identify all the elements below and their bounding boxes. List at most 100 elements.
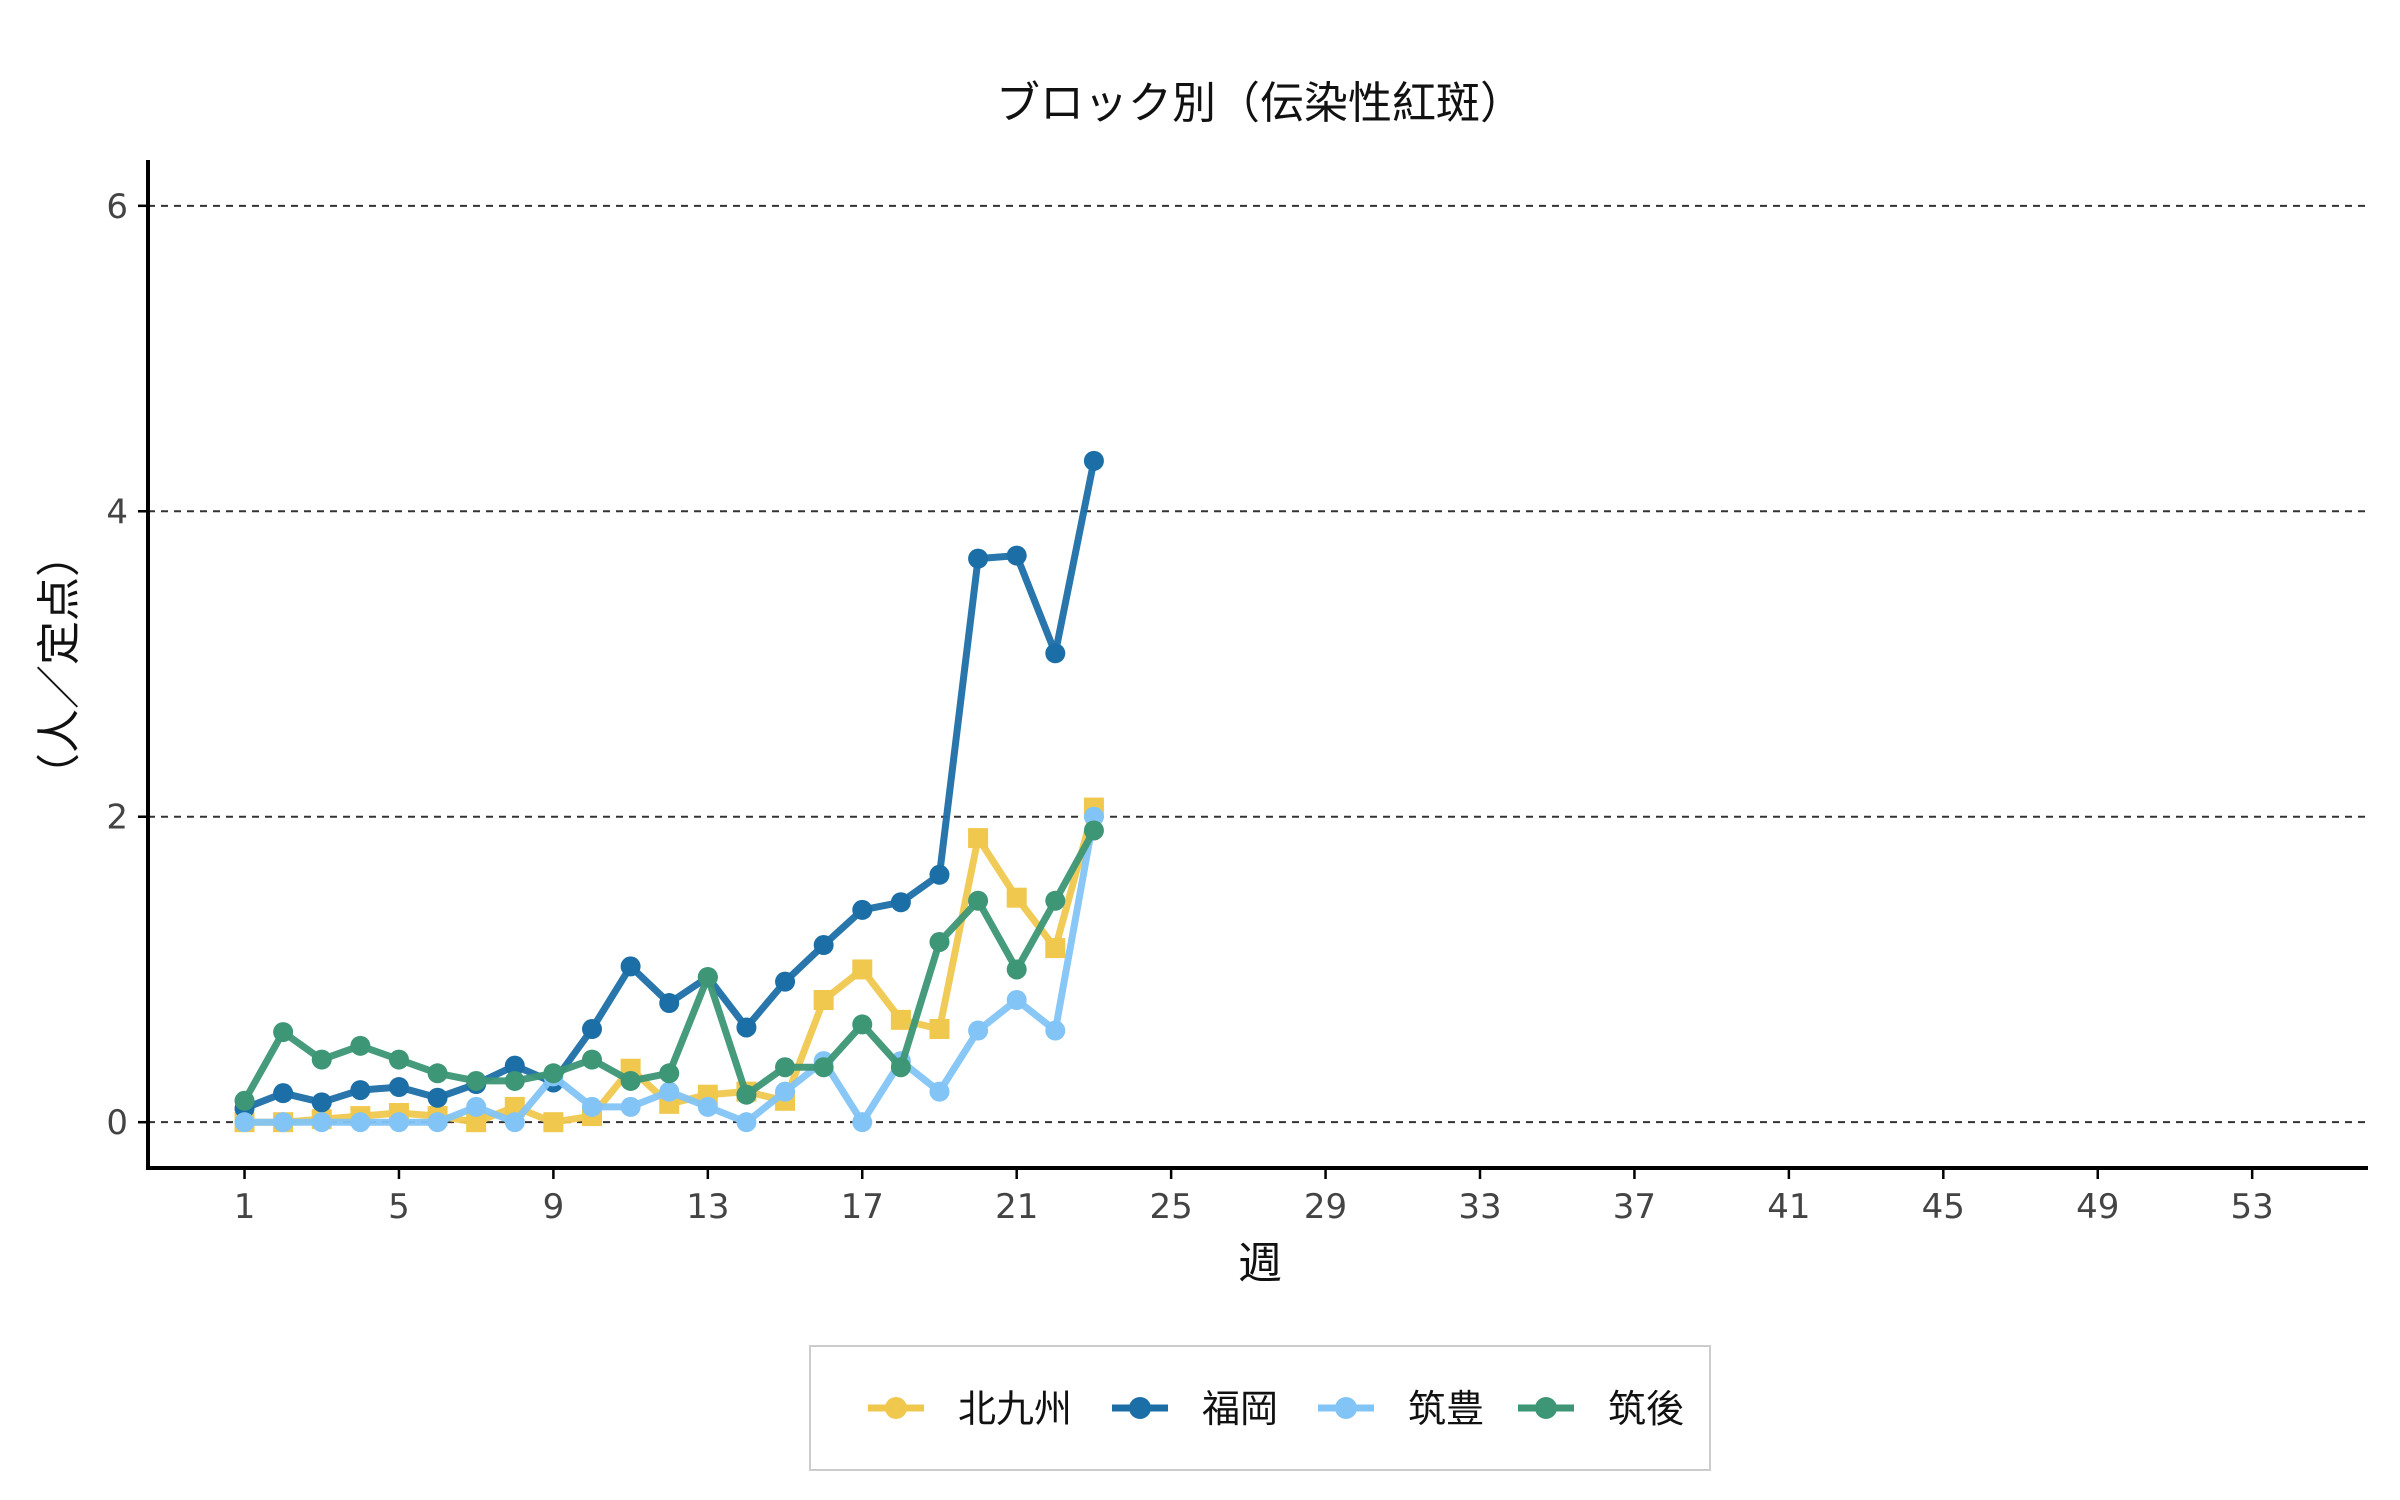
series-2-point-10 [582, 1019, 602, 1040]
series-1-point-7 [466, 1112, 487, 1133]
series-4-point-9 [543, 1063, 564, 1084]
series-4-point-12 [659, 1063, 680, 1084]
series-2-point-8 [504, 1055, 525, 1076]
series-3-point-2 [273, 1112, 294, 1133]
series-3-point-8 [504, 1112, 525, 1133]
series-3-point-20 [968, 1020, 989, 1041]
series-1-point-19 [929, 1019, 950, 1040]
series-4-point-11 [620, 1070, 641, 1091]
x-tick-label-1: 1 [234, 1187, 256, 1227]
series-3-point-22 [1045, 1020, 1066, 1041]
series-3-point-15 [775, 1081, 796, 1102]
x-ticks: 1 5 9 13 17 21 25 29 33 37 41 45 49 53 [234, 1168, 2274, 1227]
series-4-point-13 [697, 967, 718, 988]
x-axis-title: 週 [1238, 1238, 1282, 1289]
series-3-point-21 [1006, 990, 1027, 1010]
series-2-point-19 [929, 864, 950, 885]
series-4-point-14 [736, 1084, 757, 1105]
series-4-point-5 [388, 1049, 409, 1070]
series-4-point-16 [813, 1057, 834, 1078]
series-4-point-22 [1045, 890, 1066, 911]
series-2 [234, 450, 1104, 1119]
legend-label-1: 北九州 [958, 1387, 1072, 1431]
series-3-point-10 [582, 1096, 602, 1117]
series-3-point-7 [466, 1096, 487, 1117]
axes [146, 160, 2368, 1170]
series-3-point-3 [311, 1112, 332, 1133]
series-3-point-12 [659, 1081, 680, 1102]
series-2-point-21 [1006, 545, 1027, 566]
y-tick-label-2: 2 [106, 798, 128, 838]
series-2-point-18 [890, 892, 911, 913]
series-3-point-13 [697, 1096, 718, 1117]
legend-label-3: 筑豊 [1408, 1387, 1484, 1431]
grid [148, 204, 2368, 1124]
series-4-point-10 [582, 1049, 602, 1070]
series-2-point-22 [1045, 643, 1066, 664]
y-ticks: 0 2 4 6 [106, 187, 148, 1143]
x-tick-label-37: 37 [1613, 1187, 1656, 1227]
series-1-point-21 [1006, 887, 1027, 908]
series-4-point-18 [890, 1057, 911, 1078]
series-1-point-18 [890, 1009, 911, 1030]
series-2-point-2 [273, 1083, 294, 1104]
series-3-point-19 [929, 1081, 950, 1102]
series-3-point-14 [736, 1112, 757, 1133]
series-2-point-12 [659, 993, 680, 1014]
series-2-point-16 [813, 935, 834, 956]
legend: 北九州 福岡 筑豊 筑後 [809, 1345, 1711, 1471]
x-tick-label-33: 33 [1458, 1187, 1501, 1227]
x-tick-label-5: 5 [388, 1187, 410, 1227]
series-2-point-4 [350, 1080, 371, 1101]
x-tick-label-41: 41 [1767, 1187, 1810, 1227]
y-tick-label-6: 6 [106, 187, 128, 227]
x-tick-label-29: 29 [1304, 1187, 1347, 1227]
series-1-point-9 [543, 1112, 564, 1133]
series-3-point-17 [852, 1112, 873, 1133]
series-4-point-19 [929, 931, 950, 952]
series-1-point-17 [852, 959, 873, 980]
x-tick-label-17: 17 [841, 1187, 884, 1227]
series-4-point-17 [852, 1014, 873, 1035]
legend-swatch-marker-2 [1129, 1397, 1151, 1419]
x-tick-label-45: 45 [1922, 1187, 1965, 1227]
series-4-point-4 [350, 1035, 371, 1056]
y-axis-title: （人／定点） [34, 533, 85, 797]
series-3-point-23 [1083, 806, 1104, 827]
series-2-point-11 [620, 956, 641, 977]
series-2-point-6 [427, 1087, 448, 1108]
chart-title: ブロック別（伝染性紅斑） [996, 78, 1524, 129]
x-tick-label-21: 21 [995, 1187, 1038, 1227]
legend-label-4: 筑後 [1608, 1387, 1684, 1431]
series-4-point-8 [504, 1070, 525, 1091]
series-3-point-5 [388, 1112, 409, 1133]
legend-label-2: 福岡 [1202, 1387, 1278, 1431]
legend-swatch-marker-3 [1335, 1397, 1357, 1419]
x-tick-label-13: 13 [686, 1187, 729, 1227]
x-tick-label-49: 49 [2076, 1187, 2119, 1227]
series-4-point-23 [1083, 820, 1104, 841]
series-2-point-14 [736, 1017, 757, 1038]
series-4-point-20 [968, 890, 989, 911]
y-tick-label-0: 0 [106, 1103, 128, 1143]
series-3-point-4 [350, 1112, 371, 1133]
series-2-point-20 [968, 548, 989, 569]
legend-swatch-marker-4 [1535, 1397, 1557, 1419]
series-1-point-20 [968, 828, 989, 849]
x-tick-label-53: 53 [2231, 1187, 2274, 1227]
series-4-point-1 [234, 1090, 255, 1111]
series-2-point-17 [852, 899, 873, 920]
series-layer [234, 450, 1104, 1133]
series-4-point-15 [775, 1057, 796, 1078]
y-tick-label-4: 4 [106, 492, 128, 532]
series-3-point-1 [234, 1112, 255, 1133]
legend-swatch-marker-1 [885, 1397, 907, 1419]
x-tick-label-9: 9 [543, 1187, 565, 1227]
series-1-point-16 [813, 990, 834, 1010]
series-4-point-21 [1006, 959, 1027, 980]
series-4-point-7 [466, 1070, 487, 1091]
series-4-point-2 [273, 1022, 294, 1043]
series-3-point-11 [620, 1096, 641, 1117]
x-tick-label-25: 25 [1149, 1187, 1192, 1227]
